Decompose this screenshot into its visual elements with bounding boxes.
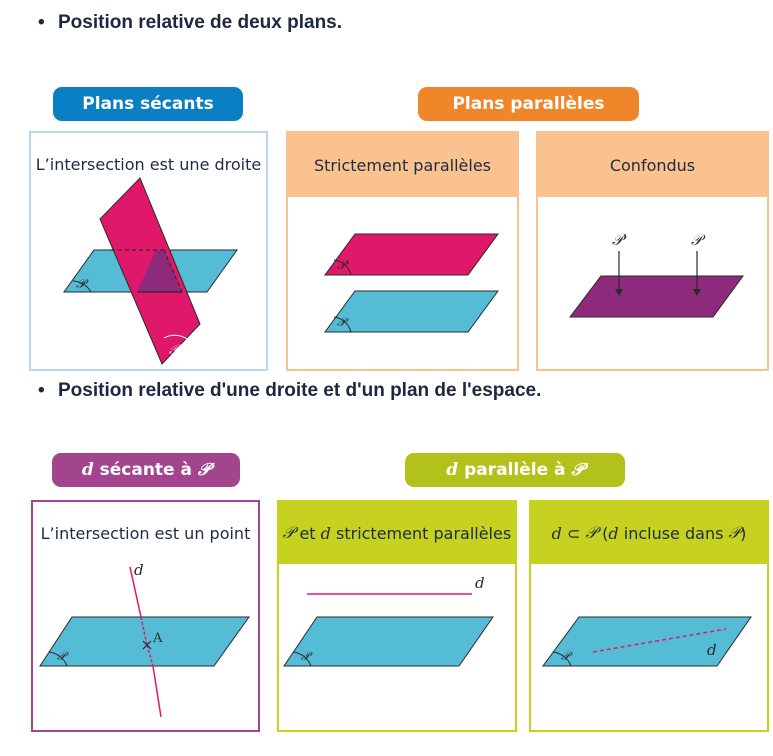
caption-plane: 𝒫	[282, 523, 295, 542]
line-d-label: d	[134, 561, 144, 579]
panel-confondus: Confondus 𝒫' 𝒫	[536, 131, 769, 371]
panel-line-strictly-parallel: 𝒫 et d strictement parallèles d 𝒫	[277, 500, 517, 732]
panel-caption: L’intersection est un point	[40, 523, 251, 543]
pill-d-parallele: d parallèle à 𝒫	[405, 453, 625, 487]
panel-caption: Confondus	[538, 133, 767, 197]
plane-label-p-prime: 𝒫'	[169, 343, 182, 358]
section-heading-planes: • Position relative de deux plans.	[38, 12, 342, 34]
plane-label-p-prime: 𝒫'	[337, 258, 349, 272]
pill-plane: 𝒫	[197, 460, 211, 480]
caption-plane: 𝒫	[585, 523, 598, 542]
panel-caption: L’intersection est une droite	[35, 154, 262, 174]
angle-mark	[552, 651, 572, 667]
caption-var: d	[320, 523, 331, 543]
line-crossing-plane-figure: A d 𝒫	[39, 561, 250, 718]
line-d-below	[152, 665, 162, 718]
section-title: Position relative de deux plans.	[58, 12, 343, 33]
line-in-plane-figure: d 𝒫	[542, 616, 752, 667]
pill-plane: 𝒫	[571, 460, 584, 480]
line-d	[592, 628, 727, 653]
arrow-head	[615, 289, 623, 296]
angle-mark	[333, 316, 352, 333]
pill-text: sécante à	[99, 460, 192, 480]
label-p-prime: 𝒫'	[612, 231, 627, 249]
caption-mid: incluse dans	[623, 523, 724, 543]
panel-caption: d ⊂ 𝒫 (d incluse dans 𝒫)	[531, 502, 767, 564]
plane-p	[283, 616, 494, 667]
secant-planes-figure: 𝒫 𝒫'	[63, 177, 238, 365]
pill-plans-paralleles: Plans parallèles	[418, 87, 639, 121]
pill-var: d	[81, 460, 94, 480]
caption-paren-close: )	[740, 523, 747, 543]
plane-p	[39, 616, 250, 667]
panel-caption: Strictement parallèles	[288, 133, 517, 197]
panel-strictement-paralleles: Strictement parallèles 𝒫' 𝒫	[286, 131, 519, 371]
section-heading-line-plane: • Position relative d'une droite et d'un …	[38, 380, 541, 402]
caption-sym: ⊂	[567, 523, 581, 543]
line-d-hidden	[146, 644, 154, 667]
caption-paren-open: (	[602, 523, 609, 543]
hidden-edge	[163, 249, 183, 293]
pill-text: parallèle à	[464, 460, 566, 480]
caption-plane2: 𝒫	[728, 523, 741, 542]
caption-end: strictement parallèles	[336, 523, 512, 543]
angle-mark	[72, 280, 92, 293]
line-d-label: d	[475, 574, 485, 592]
panel-line-included: d ⊂ 𝒫 (d incluse dans 𝒫) d 𝒫	[529, 500, 769, 732]
plane-coincident	[568, 275, 744, 318]
arrow-head	[693, 289, 701, 296]
line-d-label: d	[707, 641, 717, 659]
caption-var: d	[551, 523, 562, 543]
point-a-label: A	[152, 631, 163, 646]
plane-p	[542, 616, 752, 667]
intersection-region	[137, 250, 182, 292]
bullet: •	[38, 12, 45, 33]
line-parallel-plane-figure: d 𝒫	[283, 574, 494, 667]
pill-plans-secants: Plans sécants	[53, 87, 243, 121]
plane-p-prime	[324, 233, 499, 276]
panel-caption: 𝒫 et d strictement parallèles	[279, 502, 515, 564]
panel-intersection-point: L’intersection est un point A d 𝒫	[31, 500, 260, 732]
pill-var: d	[446, 460, 459, 480]
caption-mid: et	[299, 523, 316, 543]
panel-plans-secants: L’intersection est une droite 𝒫 𝒫'	[29, 131, 268, 371]
point-a-mark	[142, 640, 152, 650]
parallel-planes-figure: 𝒫' 𝒫	[324, 233, 499, 333]
angle-mark	[333, 259, 352, 276]
plane-p	[324, 290, 499, 333]
caption-var2: d	[608, 523, 619, 543]
bullet: •	[38, 380, 45, 401]
label-p: 𝒫	[691, 231, 706, 249]
section-title: Position relative d'une droite et d'un p…	[58, 380, 542, 401]
coincident-planes-figure: 𝒫' 𝒫	[568, 231, 744, 318]
line-d-above	[129, 566, 142, 618]
angle-mark	[48, 651, 68, 667]
angle-mark	[163, 334, 188, 340]
angle-mark	[292, 651, 312, 667]
pill-d-secante: d sécante à 𝒫	[52, 453, 240, 487]
